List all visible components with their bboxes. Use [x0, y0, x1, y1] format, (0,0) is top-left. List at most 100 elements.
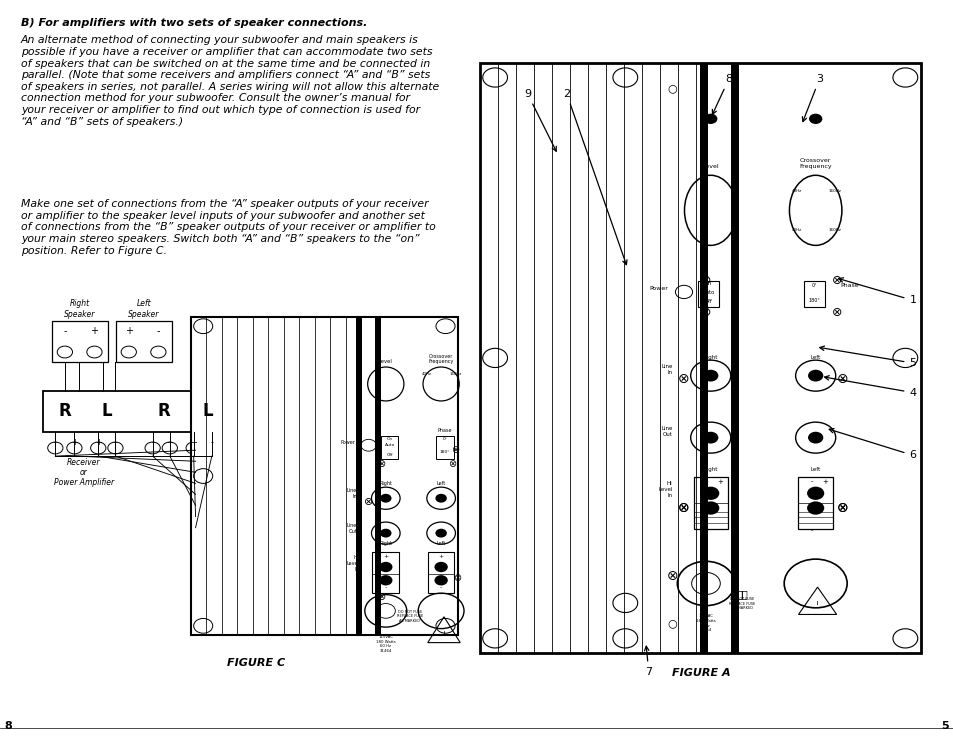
Circle shape [378, 562, 392, 572]
Text: Left: Left [810, 356, 820, 360]
Text: 8: 8 [712, 74, 732, 114]
Text: -: - [156, 325, 160, 336]
Bar [375, 317, 380, 635]
Text: 160Hz: 160Hz [827, 189, 841, 193]
Text: L: L [101, 402, 112, 421]
Bar [380, 435, 397, 459]
Bar [798, 477, 832, 528]
Circle shape [434, 562, 447, 572]
Text: ⊗: ⊗ [448, 459, 456, 469]
Text: ⊗: ⊗ [830, 306, 841, 319]
Text: Line
In: Line In [660, 365, 672, 375]
Text: ⊗: ⊗ [678, 501, 689, 515]
Circle shape [379, 528, 391, 537]
Text: Make one set of connections from the “A” speaker outputs of your receiver
or amp: Make one set of connections from the “A”… [21, 199, 436, 255]
Bar [479, 63, 920, 653]
Circle shape [703, 114, 717, 124]
Text: +: + [438, 554, 443, 559]
Text: 1: 1 [838, 277, 916, 306]
Text: Left: Left [436, 541, 445, 546]
Text: ⊗: ⊗ [678, 373, 689, 386]
Bar [356, 317, 362, 635]
Text: Right
Speaker: Right Speaker [65, 300, 95, 319]
Text: ⊗: ⊗ [831, 275, 842, 287]
Text: Auto: Auto [702, 290, 714, 295]
Text: Hi
Level
In: Hi Level In [658, 481, 672, 498]
Text: ⊗: ⊗ [376, 459, 385, 469]
Text: -: - [53, 438, 57, 446]
Bar [693, 477, 727, 528]
Bar [52, 321, 108, 362]
Text: ⊗: ⊗ [700, 306, 711, 319]
Text: 4: 4 [823, 376, 916, 398]
Text: Line
Out: Line Out [347, 523, 356, 534]
Bar [803, 281, 824, 308]
Text: ⓊⓁ: ⓊⓁ [736, 589, 747, 599]
Circle shape [434, 575, 447, 585]
Text: ⊗: ⊗ [666, 569, 678, 583]
Text: 8: 8 [5, 720, 12, 731]
Text: 180°: 180° [808, 297, 820, 303]
Text: Phase: Phase [840, 283, 859, 288]
Text: An alternate method of connecting your subwoofer and main speakers is
possible i: An alternate method of connecting your s… [21, 35, 438, 127]
Text: R: R [58, 402, 71, 421]
Text: Left: Left [810, 467, 820, 472]
Circle shape [807, 370, 822, 382]
Text: ⊗: ⊗ [836, 373, 847, 386]
Text: ⊗: ⊗ [376, 592, 385, 601]
Text: Hi
Level
In: Hi Level In [346, 555, 358, 572]
Text: -: - [810, 528, 812, 534]
Text: Level: Level [378, 359, 393, 365]
Text: +: + [91, 325, 98, 336]
Text: +: + [190, 438, 197, 446]
Text: 9: 9 [523, 89, 556, 151]
Text: ⊗: ⊗ [836, 501, 847, 515]
Text: Left: Left [436, 481, 445, 486]
Text: ⊗: ⊗ [700, 275, 711, 287]
Text: ○: ○ [667, 83, 677, 94]
Text: 3: 3 [801, 74, 822, 122]
Text: Right: Right [379, 481, 392, 486]
Circle shape [807, 432, 822, 444]
Bar [730, 63, 738, 653]
Circle shape [806, 486, 823, 500]
Text: 40Hz: 40Hz [791, 228, 801, 232]
Text: 0°: 0° [442, 437, 447, 441]
Text: -: - [113, 438, 117, 446]
Text: 40Hz: 40Hz [421, 372, 432, 376]
Text: Off: Off [704, 299, 712, 304]
Bar [372, 552, 398, 593]
Text: Right: Right [379, 541, 392, 546]
Text: Power: Power [340, 441, 355, 446]
Text: +: + [166, 438, 173, 446]
Text: Phase: Phase [437, 428, 452, 433]
Circle shape [701, 486, 719, 500]
Text: R: R [157, 402, 171, 421]
Text: 2: 2 [562, 89, 626, 265]
Text: FIGURE C: FIGURE C [227, 658, 284, 669]
Text: 160Hz: 160Hz [827, 228, 841, 232]
Text: ⊗: ⊗ [836, 501, 847, 515]
Bar [116, 321, 172, 362]
Text: 5: 5 [819, 346, 916, 368]
Text: B) For amplifiers with two sets of speaker connections.: B) For amplifiers with two sets of speak… [21, 18, 367, 29]
Text: DO NOT FUSE
REPLACE FUSE
AS MARKED: DO NOT FUSE REPLACE FUSE AS MARKED [396, 610, 422, 623]
Text: On: On [704, 281, 712, 286]
Text: ⊗: ⊗ [451, 446, 459, 455]
Circle shape [378, 575, 392, 585]
Bar [427, 552, 454, 593]
Bar [43, 391, 257, 432]
Text: ○: ○ [667, 618, 677, 629]
Text: Off: Off [386, 453, 393, 458]
Text: !: ! [815, 601, 819, 610]
Text: 7: 7 [644, 646, 652, 677]
Text: 5: 5 [941, 720, 948, 731]
Text: 180°: 180° [439, 450, 450, 455]
Text: +: + [821, 479, 827, 485]
Text: Level: Level [701, 165, 719, 169]
Text: 6: 6 [828, 429, 916, 461]
Text: On: On [386, 437, 393, 441]
Text: 160Hz: 160Hz [449, 372, 461, 376]
Text: ⊗: ⊗ [678, 501, 689, 515]
Circle shape [702, 370, 718, 382]
